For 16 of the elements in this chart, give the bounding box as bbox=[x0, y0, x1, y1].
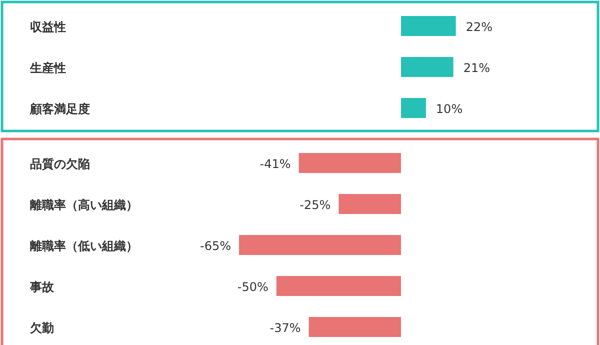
y-tick-label: 離職率（高い組織） bbox=[29, 198, 138, 212]
y-tick-label: 品質の欠陥 bbox=[30, 157, 90, 171]
data-label: -25% bbox=[300, 198, 331, 212]
data-label: -37% bbox=[270, 321, 301, 335]
y-tick-label: 顧客満足度 bbox=[29, 102, 90, 116]
y-tick-label: 欠勤 bbox=[29, 321, 54, 335]
data-label: -50% bbox=[237, 280, 268, 294]
y-tick-label: 収益性 bbox=[30, 20, 66, 34]
data-label: -41% bbox=[260, 157, 291, 171]
y-tick-label: 生産性 bbox=[29, 61, 66, 75]
y-tick-label: 事故 bbox=[29, 280, 55, 294]
data-label: 22% bbox=[466, 20, 493, 34]
data-label: 21% bbox=[463, 61, 490, 75]
y-tick-label: 離職率（低い組織） bbox=[29, 239, 138, 253]
data-label: -65% bbox=[200, 239, 231, 253]
data-label: 10% bbox=[436, 102, 463, 116]
